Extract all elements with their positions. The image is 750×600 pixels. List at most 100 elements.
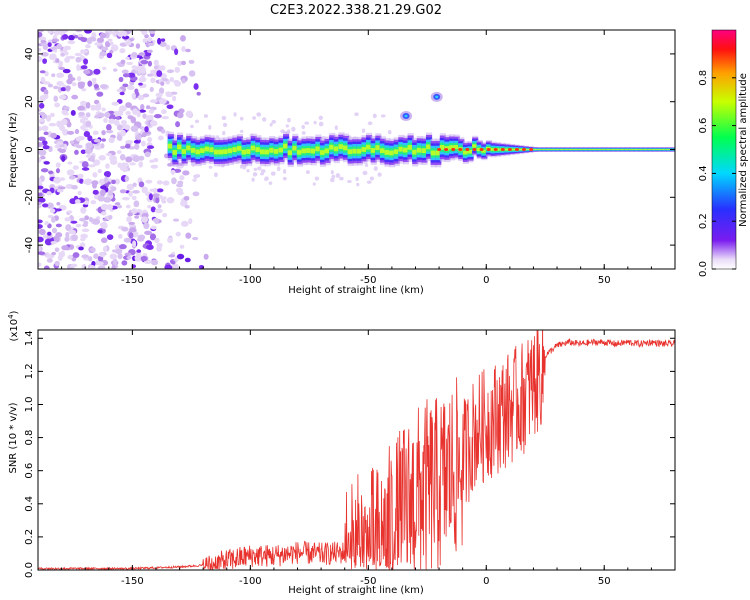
snr-y-tick-label: 0.8 [24,430,35,446]
signal-segment [472,144,479,148]
colorbar-tick-label: 0.0 [698,261,709,277]
noise-speck [75,30,83,33]
noise-speck [131,208,138,215]
noise-speck [51,227,58,234]
noise-speck [167,237,174,244]
signal-peak [451,148,456,151]
noise-speck [354,112,359,117]
noise-speck [99,51,107,57]
noise-speck [312,182,316,186]
noise-speck [101,107,106,112]
noise-speck [108,190,113,196]
noise-speck [121,69,129,74]
noise-speck [111,264,116,269]
noise-speck [77,135,85,141]
noise-speck [70,109,76,116]
noise-speck [77,105,85,111]
noise-speck [63,106,70,110]
signal-segment [269,147,276,153]
noise-speck [67,40,76,45]
signal-peak [444,148,449,151]
noise-speck [108,214,113,220]
noise-speck [147,136,153,143]
noise-speck [85,120,92,127]
signal-segment [601,149,608,150]
noise-speck [162,212,168,218]
noise-speck [44,265,50,269]
noise-speck [64,236,70,242]
signal-segment [250,145,257,151]
noise-speck [140,75,145,80]
noise-speck [103,197,112,203]
noise-speck [213,172,218,178]
noise-speck [84,30,92,34]
noise-speck [71,94,79,100]
noise-speck [159,98,167,105]
snr-y-tick-label: 1.4 [24,330,35,346]
signal-segment [315,146,322,152]
noise-speck [137,94,145,101]
noise-speck [75,223,82,228]
noise-speck [42,58,48,64]
noise-speck [103,117,108,123]
signal-segment [578,149,585,150]
noise-speck [117,110,124,117]
noise-speck [170,91,178,95]
noise-speck [43,89,49,96]
signal-segment [333,146,340,152]
noise-speck [221,115,227,121]
noise-speck [126,183,135,191]
noise-speck [38,36,47,42]
noise-speck [94,114,100,119]
noise-speck [362,170,368,176]
noise-speck [50,46,57,51]
noise-speck [142,113,147,119]
signal-segment [564,149,571,150]
noise-speck [157,204,162,209]
noise-speck [81,228,90,233]
signal-segment [283,143,290,149]
noise-speck [82,128,89,132]
signal-segment [495,148,502,151]
signal-segment [273,149,280,154]
noise-speck [76,144,83,149]
noise-speck [89,264,96,269]
noise-speck [314,176,320,181]
spectrogram-y-tick-label: 40 [24,48,35,61]
noise-speck [92,189,99,195]
noise-speck [47,231,52,236]
spectrogram-plot: -150 -100 -50 0 50 -40 -20 0 20 40 Height of str… [8,29,676,296]
noise-speck [361,128,366,133]
noise-speck [68,229,77,235]
signal-segment [449,145,456,150]
signal-segment [218,149,225,155]
noise-speck [150,225,157,230]
noise-speck [138,161,144,168]
signal-peak [507,148,512,151]
noise-speck [147,60,152,67]
noise-speck [87,135,93,142]
noise-speck [62,112,70,116]
signal-segment [573,149,580,150]
signal-segment [370,148,377,153]
noise-speck [72,165,79,170]
noise-speck [99,252,106,258]
signal-segment [421,148,428,154]
noise-speck [40,52,49,57]
noise-speck [92,218,101,225]
signal-segment [435,150,442,156]
noise-speck [120,129,126,137]
noise-speck [160,129,166,134]
noise-speck [276,166,281,172]
noise-speck [78,246,84,251]
noise-speck [161,116,169,120]
noise-speck [93,138,101,143]
noise-speck [129,162,136,166]
noise-speck [122,30,128,37]
snr-x-tick-label: -50 [360,576,376,587]
noise-speck [71,82,77,87]
noise-speck [192,191,200,197]
noise-speck [180,200,188,207]
noise-speck [106,52,113,59]
noise-speck [203,253,209,260]
